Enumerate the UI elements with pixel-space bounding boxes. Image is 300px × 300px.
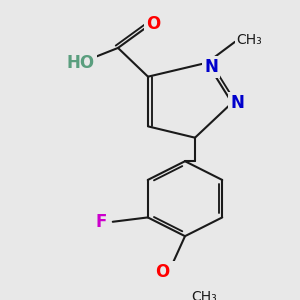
Text: HO: HO [67,54,95,72]
Text: F: F [95,213,106,231]
Text: N: N [204,58,218,76]
Text: O: O [155,263,169,281]
Text: CH₃: CH₃ [236,33,262,47]
Text: N: N [230,94,244,112]
Text: CH₃: CH₃ [191,290,217,300]
Text: O: O [146,14,160,32]
